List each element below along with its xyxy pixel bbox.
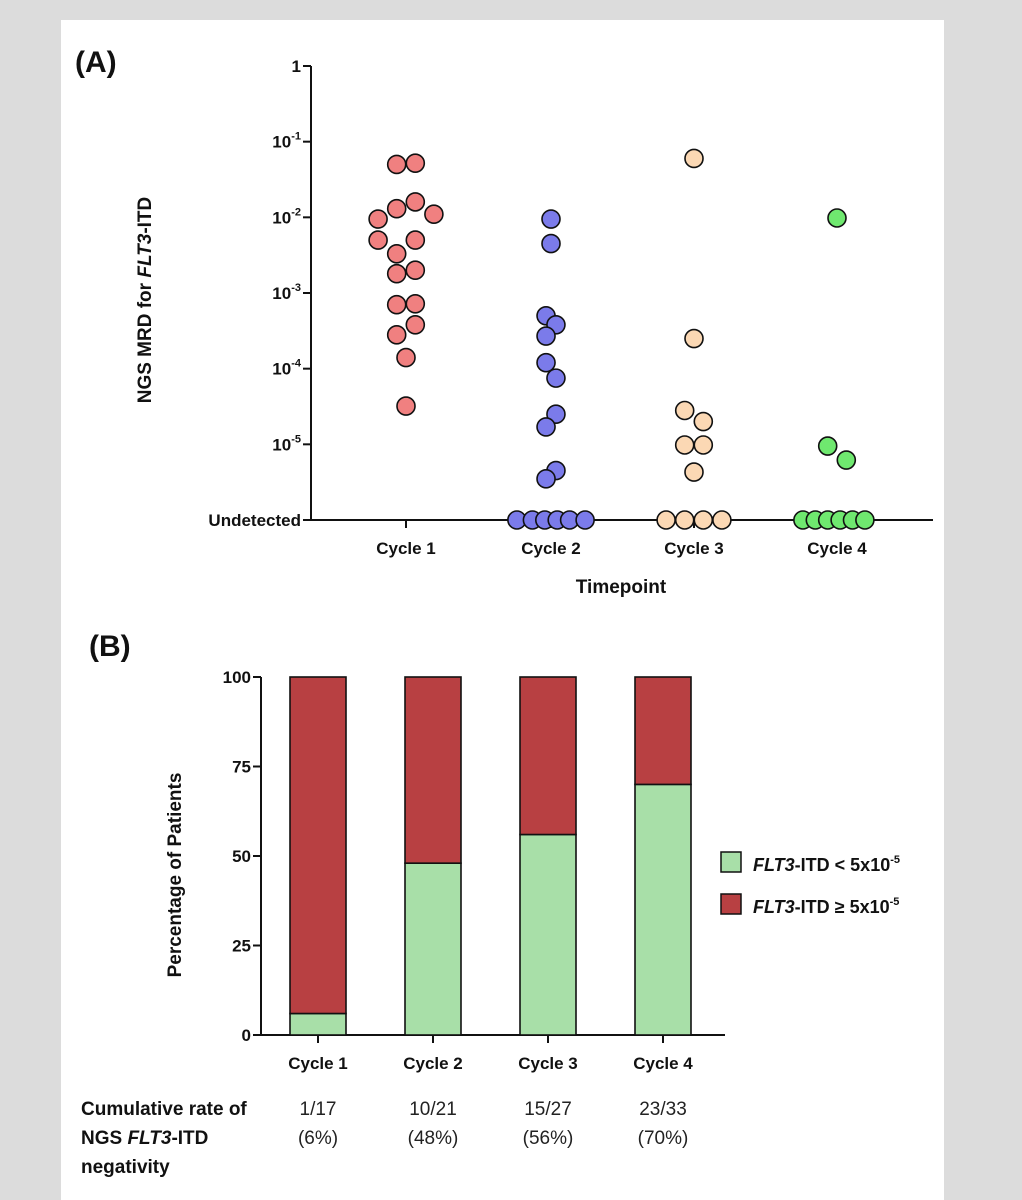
- data-point: [546, 368, 566, 388]
- y-tick-label: 10-5: [272, 433, 301, 454]
- bar-segment-positive: [519, 676, 577, 836]
- data-point: [674, 400, 695, 421]
- bar-segment-negative: [404, 862, 462, 1036]
- figure-card: (A) (B) 1 10-1 10-2 10-3 10-4 10-5 Undetected …: [61, 20, 944, 1200]
- data-point: [368, 230, 388, 250]
- y-tick-label: 10-2: [272, 206, 301, 227]
- data-point: [386, 154, 407, 175]
- y-tick-label: 50: [232, 847, 251, 866]
- legend: FLT3-ITD < 5x10-5 FLT3-ITD ≥ 5x10-5: [720, 851, 900, 917]
- y-tick-label: 0: [242, 1026, 251, 1045]
- data-point: [386, 243, 407, 264]
- data-point: [405, 260, 426, 281]
- data-point: [693, 435, 714, 455]
- data-point: [656, 510, 676, 530]
- panel-a-label: (A): [75, 46, 117, 79]
- legend-label-negative: FLT3-ITD < 5x10-5: [753, 854, 900, 875]
- y-tick-label: 75: [232, 758, 251, 777]
- x-tick-label: Cycle 2: [521, 539, 581, 558]
- table-row-label-line3: negativity: [81, 1157, 170, 1178]
- data-point: [836, 450, 857, 470]
- data-point: [368, 209, 388, 229]
- data-point: [386, 325, 407, 345]
- data-point: [536, 352, 556, 373]
- bar-segment-negative: [289, 1012, 347, 1036]
- data-point: [386, 198, 407, 219]
- data-point: [693, 411, 714, 432]
- table-row-label-line2: NGS FLT3-ITD: [81, 1128, 208, 1149]
- table-cell-percent: (6%): [298, 1128, 338, 1149]
- x-tick-label: Cycle 2: [403, 1054, 463, 1073]
- data-point: [817, 436, 838, 456]
- data-point: [546, 404, 566, 425]
- data-point: [712, 510, 732, 530]
- x-tick-label: Cycle 3: [664, 539, 724, 558]
- data-point: [684, 328, 704, 349]
- x-tick-label: Cycle 3: [518, 1054, 578, 1073]
- x-tick-label: Cycle 4: [633, 1054, 693, 1073]
- legend-swatch-positive: [720, 893, 742, 915]
- data-point: [536, 469, 556, 489]
- y-tick-label: Undetected: [208, 511, 301, 530]
- y-tick-label: 100: [223, 668, 251, 687]
- data-point: [541, 209, 561, 229]
- table-cell-fraction: 1/17: [300, 1099, 337, 1120]
- data-point: [405, 192, 426, 212]
- y-tick-label: 1: [292, 57, 301, 76]
- data-point: [674, 435, 695, 455]
- data-point: [541, 233, 561, 254]
- data-point: [386, 294, 407, 315]
- data-point: [405, 293, 426, 314]
- table-row-label-line1: Cumulative rate of: [81, 1099, 247, 1120]
- data-point: [405, 230, 426, 250]
- bar-segment-positive: [404, 676, 462, 864]
- data-point: [405, 314, 426, 335]
- y-axis-title: Percentage of Patients: [165, 773, 186, 978]
- data-point: [396, 396, 416, 416]
- x-tick-label: Cycle 1: [288, 1054, 348, 1073]
- data-point: [684, 462, 704, 482]
- data-point: [693, 510, 714, 530]
- x-tick-label: Cycle 4: [807, 539, 867, 558]
- y-tick-label: 25: [232, 937, 251, 956]
- bar-segment-negative: [519, 833, 577, 1036]
- data-point: [405, 153, 426, 173]
- data-point: [424, 204, 444, 225]
- panel-b-label: (B): [89, 630, 131, 663]
- data-point: [855, 510, 875, 530]
- data-point: [396, 347, 416, 368]
- data-point: [536, 326, 556, 346]
- legend-swatch-negative: [720, 851, 742, 873]
- data-point: [386, 263, 407, 284]
- data-point: [827, 208, 847, 228]
- scatter-chart-a: 1 10-1 10-2 10-3 10-4 10-5 Undetected Cycle 1 C…: [135, 57, 933, 598]
- negativity-table: Cumulative rate of NGS FLT3-ITD negativi…: [81, 1099, 688, 1178]
- y-axis-title: NGS MRD for FLT3-ITD: [135, 197, 156, 404]
- table-cell-fraction: 10/21: [409, 1099, 457, 1120]
- data-point: [684, 148, 704, 169]
- legend-label-positive: FLT3-ITD ≥ 5x10-5: [753, 896, 899, 917]
- x-axis-title: Timepoint: [576, 577, 667, 598]
- bar-segment-negative: [634, 783, 692, 1036]
- figure-svg: (A) (B) 1 10-1 10-2 10-3 10-4 10-5 Undetected …: [75, 46, 933, 1178]
- bar-segment-positive: [634, 676, 692, 786]
- table-cell-fraction: 15/27: [524, 1099, 572, 1120]
- x-tick-label: Cycle 1: [376, 539, 436, 558]
- y-tick-label: 10-4: [272, 358, 302, 379]
- data-point: [575, 510, 595, 530]
- table-cell-percent: (70%): [638, 1128, 689, 1149]
- table-cell-percent: (56%): [523, 1128, 574, 1149]
- data-point: [536, 417, 556, 437]
- table-cell-fraction: 23/33: [639, 1099, 687, 1120]
- y-tick-label: 10-1: [272, 131, 301, 152]
- data-point: [674, 510, 695, 530]
- y-tick-label: 10-3: [272, 282, 301, 303]
- bar-segment-positive: [289, 676, 347, 1015]
- table-cell-percent: (48%): [408, 1128, 459, 1149]
